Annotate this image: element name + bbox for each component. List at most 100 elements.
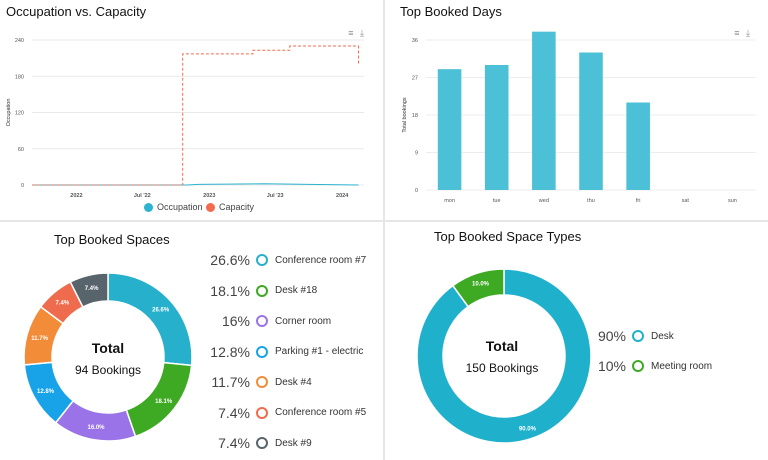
- panel-title: Occupation vs. Capacity: [6, 4, 147, 19]
- legend-label: Occupation: [157, 202, 203, 212]
- slice-label: 7.4%: [85, 286, 99, 292]
- bar-thu: [579, 52, 603, 190]
- bar-mon: [437, 69, 462, 190]
- panel-title: Top Booked Spaces: [54, 232, 170, 247]
- legend-percent: 11.7%: [211, 374, 250, 390]
- y-tick-label: 36: [412, 38, 418, 44]
- x-tick-label: 2023: [203, 193, 215, 199]
- bar-tue: [484, 65, 509, 190]
- occupation-legend-dot: [144, 202, 153, 212]
- legend-percent: 16%: [221, 313, 250, 329]
- panel-title: Top Booked Space Types: [434, 229, 582, 244]
- legend-label: Desk #4: [275, 376, 312, 388]
- legend-item[interactable]: 7.4% Conference room #5: [204, 405, 366, 421]
- y-axis-label: Occupation: [6, 99, 12, 127]
- legend-percent: 7.4%: [218, 435, 250, 451]
- legend-ring-icon: [256, 376, 268, 388]
- legend-percent: 26.6%: [210, 252, 250, 268]
- legend-occupation[interactable]: Occupation: [144, 202, 203, 212]
- legend-item[interactable]: 11.7% Desk #4: [204, 374, 312, 390]
- chart-menu-icon[interactable]: ≡ ⤓: [734, 28, 752, 38]
- legend-ring-icon: [256, 437, 268, 449]
- donut-center-title: Total: [91, 340, 125, 356]
- legend-item[interactable]: 12.8% Parking #1 - electric: [204, 344, 363, 360]
- legend-ring-icon: [256, 315, 268, 327]
- legend-item[interactable]: 90% Desk: [580, 328, 674, 344]
- legend-item[interactable]: 7.4% Desk #9: [204, 435, 312, 451]
- slice-label: 12.8%: [37, 389, 55, 395]
- capacity-legend-dot: [206, 202, 215, 212]
- legend-label: Parking #1 - electric: [275, 346, 364, 357]
- chart-menu-icon[interactable]: ≡ ⤓: [348, 28, 366, 38]
- y-tick-label: 0: [21, 183, 24, 189]
- legend-ring-icon: [256, 406, 268, 419]
- y-tick-label: 27: [412, 76, 418, 82]
- legend-label: Meeting room: [651, 360, 713, 372]
- y-tick-label: 18: [412, 113, 418, 119]
- legend-label: Desk #18: [275, 285, 318, 296]
- slice-label: 18.1%: [155, 399, 173, 405]
- top-booked-days-panel: Top Booked Days ≡ ⤓ 0 9 18 27 36 Total bookin…: [386, 0, 768, 220]
- bar-fri: [626, 102, 650, 190]
- legend-ring-icon: [256, 284, 268, 297]
- slice-label: 26.6%: [152, 307, 170, 313]
- y-tick-label: 240: [15, 38, 24, 44]
- legend-percent: 10%: [597, 358, 626, 374]
- bar-wed: [532, 31, 556, 190]
- legend-ring-icon: [632, 330, 644, 342]
- legend-item[interactable]: 18.1% Desk #18: [204, 283, 317, 299]
- slice-desk-9: [69, 272, 109, 308]
- legend-label: Conference room #5: [275, 407, 367, 418]
- legend-label: Desk #9: [275, 437, 312, 449]
- legend-label: Capacity: [219, 202, 255, 212]
- legend-item[interactable]: 16% Corner room: [204, 313, 331, 329]
- donut-center-title: Total: [485, 338, 519, 354]
- donut-center-subtitle: 94 Bookings: [74, 363, 142, 377]
- vertical-divider: [383, 0, 385, 460]
- x-tick-label: tue: [493, 198, 501, 204]
- x-tick-label: 2024: [336, 193, 349, 199]
- top-booked-days-chart: 0 9 18 27 36 Total bookings mon tue wed thu fri sat…: [402, 31, 756, 204]
- top-booked-spaces-panel: Top Booked Spaces 26.6% 18.1% 16.0% 12.8% 11…: [0, 222, 382, 460]
- legend-percent: 18.1%: [210, 282, 250, 299]
- slice-label: 16.0%: [88, 425, 106, 431]
- legend-label: Desk: [651, 330, 674, 342]
- donut-center-subtitle: 150 Bookings: [465, 361, 539, 375]
- legend-item[interactable]: 26.6% Conference room #7: [204, 252, 366, 268]
- y-tick-label: 120: [15, 111, 24, 117]
- slice-label: 7.4%: [56, 301, 70, 307]
- x-tick-label: mon: [444, 198, 455, 204]
- slice-label: 90.0%: [519, 426, 537, 432]
- legend-item[interactable]: 10% Meeting room: [580, 358, 712, 374]
- legend-label: Corner room: [275, 315, 332, 327]
- top-booked-space-types-panel: Top Booked Space Types 90.0% 10.0% Total …: [386, 222, 768, 460]
- x-tick-label: thu: [587, 198, 595, 204]
- y-axis-label: Total bookings: [402, 97, 408, 132]
- top-booked-space-types-donut: 90.0% 10.0%: [416, 268, 592, 444]
- x-tick-label: Jul '22: [134, 193, 151, 199]
- y-tick-label: 60: [18, 147, 24, 153]
- occupation-capacity-chart: 0 60 120 180 240 2022 Jul '22 2023 Jul '23 2024 Oc…: [6, 38, 364, 199]
- slice-desk: [416, 268, 592, 444]
- x-tick-label: sun: [728, 198, 737, 204]
- y-tick-label: 0: [415, 188, 418, 194]
- x-tick-label: 2022: [70, 193, 82, 199]
- legend-percent: 7.4%: [218, 404, 250, 421]
- x-tick-label: Jul '23: [267, 193, 284, 199]
- slice-label: 11.7%: [31, 336, 48, 342]
- x-tick-label: fri: [636, 198, 641, 204]
- legend-percent: 90%: [597, 328, 626, 344]
- slice-label: 10.0%: [472, 282, 490, 288]
- x-tick-label: wed: [538, 198, 549, 204]
- panel-title: Top Booked Days: [400, 4, 502, 19]
- horizontal-divider: [0, 220, 768, 222]
- y-tick-label: 180: [15, 74, 24, 80]
- slice-meeting-room: [451, 268, 505, 308]
- legend-capacity[interactable]: Capacity: [206, 202, 254, 212]
- legend-label: Conference room #7: [275, 254, 367, 266]
- occupation-capacity-panel: Occupation vs. Capacity ≡ ⤓ 0 60 120 180 240…: [0, 0, 382, 220]
- y-tick-label: 9: [415, 151, 418, 157]
- legend-ring-icon: [256, 345, 268, 358]
- capacity-series-line: [32, 45, 360, 186]
- top-booked-spaces-donut: 26.6% 18.1% 16.0% 12.8% 11.7% 7.4% 7.4%: [23, 272, 193, 442]
